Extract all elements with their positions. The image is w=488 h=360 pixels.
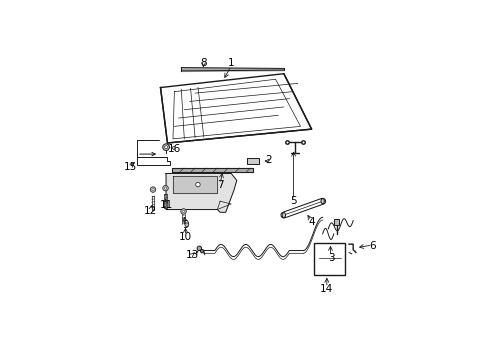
Polygon shape <box>173 176 217 193</box>
Text: 3: 3 <box>327 253 334 263</box>
Text: 10: 10 <box>179 232 192 242</box>
Text: 16: 16 <box>167 144 181 153</box>
Circle shape <box>200 249 203 253</box>
Bar <box>247 158 259 164</box>
Text: 5: 5 <box>290 196 296 206</box>
Text: 9: 9 <box>182 220 188 230</box>
Circle shape <box>152 188 154 191</box>
Ellipse shape <box>282 212 285 217</box>
Text: 7: 7 <box>216 180 223 190</box>
Circle shape <box>182 210 184 212</box>
Ellipse shape <box>320 199 324 204</box>
Circle shape <box>164 187 166 189</box>
Circle shape <box>163 144 169 150</box>
Circle shape <box>197 246 201 251</box>
Circle shape <box>150 187 156 192</box>
Text: 1: 1 <box>227 58 234 68</box>
Bar <box>314 243 344 275</box>
Circle shape <box>164 146 167 149</box>
Circle shape <box>195 183 200 187</box>
Circle shape <box>184 223 188 227</box>
Circle shape <box>181 209 186 214</box>
Text: 12: 12 <box>144 206 157 216</box>
Circle shape <box>163 185 168 191</box>
Text: 2: 2 <box>265 155 271 165</box>
Text: 6: 6 <box>368 240 375 251</box>
Text: 11: 11 <box>159 201 172 210</box>
Text: 8: 8 <box>200 58 206 68</box>
Text: 13: 13 <box>185 250 199 260</box>
Text: 4: 4 <box>307 217 314 227</box>
Text: 15: 15 <box>123 162 136 172</box>
Polygon shape <box>166 174 236 212</box>
Bar <box>333 219 339 225</box>
Text: 14: 14 <box>320 284 333 293</box>
